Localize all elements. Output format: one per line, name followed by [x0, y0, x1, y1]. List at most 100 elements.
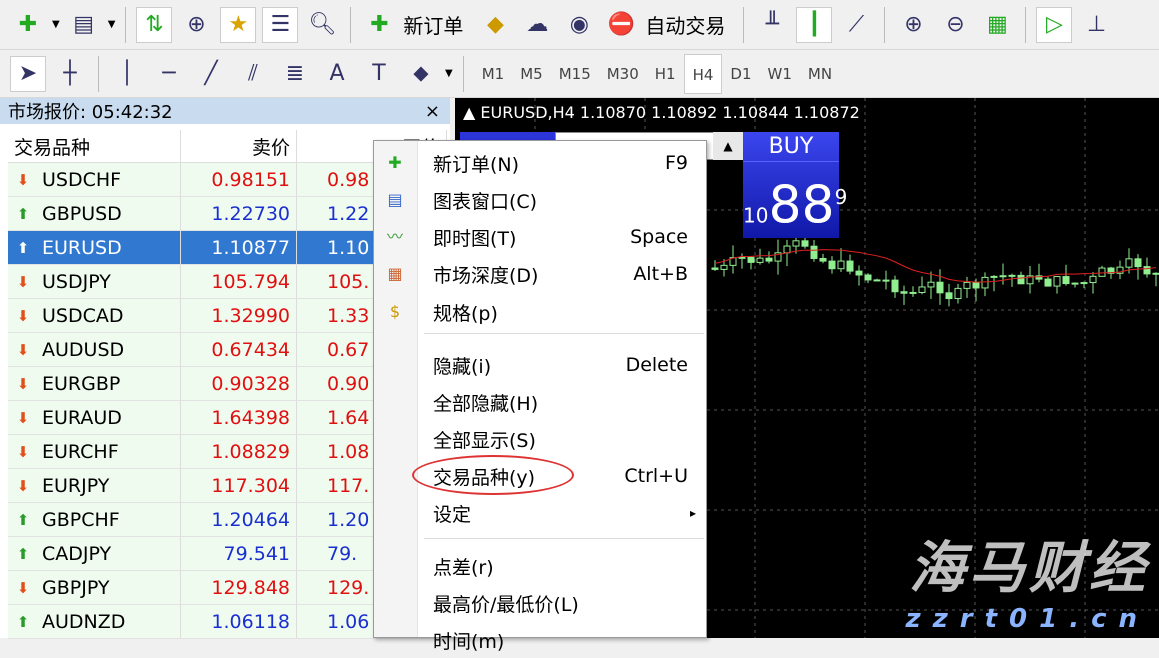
arrow-down-icon: ⬇ [16, 578, 30, 597]
candle [864, 274, 872, 281]
timeframe-m1[interactable]: M1 [481, 64, 505, 83]
lot-increase-button[interactable]: ▲ [713, 132, 743, 160]
navigator-icon[interactable]: ★ [220, 6, 257, 43]
candle [1008, 274, 1016, 277]
ask-price: 1.64 [327, 406, 370, 429]
symbol-name: GBPCHF [42, 508, 120, 531]
menu-item-shortcut: Ctrl+U [624, 465, 688, 487]
symbol-name: AUDUSD [42, 338, 125, 361]
menu-separator [424, 538, 704, 539]
menu-separator [424, 333, 704, 334]
menu-item[interactable]: 即时图(T) Space [418, 219, 706, 255]
strategy-tester-icon[interactable]: 🔍︎ [308, 12, 337, 37]
candlestick-icon[interactable]: ┃ [796, 6, 833, 43]
candle [1035, 275, 1043, 280]
menu-item[interactable]: 时间(m) [418, 622, 706, 658]
menu-item-shortcut: ▸ [689, 506, 696, 520]
menu-item-shortcut: F9 [664, 152, 688, 174]
timeframe-d1[interactable]: D1 [730, 64, 752, 83]
dropdown-icon[interactable]: ▼ [445, 68, 453, 79]
buy-label: BUY [743, 132, 839, 162]
menu-item[interactable]: 图表窗口(C) [418, 182, 706, 218]
text-icon[interactable]: A [329, 61, 345, 86]
ask-price: 105. [327, 270, 370, 293]
text-label-icon[interactable]: T [372, 61, 386, 86]
arrows-icon[interactable]: ⬥ [413, 61, 429, 86]
symbol-name: EURUSD [42, 236, 122, 259]
menu-item[interactable]: 点差(r) [418, 548, 706, 584]
data-window-icon[interactable]: ☰ [262, 6, 299, 43]
bid-price: 1.10877 [181, 231, 297, 264]
profiles-icon[interactable]: ▤ [73, 12, 95, 37]
close-icon[interactable]: × [424, 100, 440, 122]
menu-item-shortcut: Space [630, 226, 688, 248]
horizontal-line-icon[interactable]: ─ [162, 61, 176, 86]
bar-chart-icon[interactable]: ╨ [765, 12, 780, 37]
bid-price: 0.98151 [181, 163, 297, 196]
tile-windows-icon[interactable]: ▦ [987, 12, 1008, 37]
arrow-up-icon: ⬆ [16, 612, 30, 631]
menu-item-label: 全部显示(S) [433, 429, 536, 452]
menu-item[interactable]: 新订单(N) F9 [418, 145, 706, 181]
bid-price: 79.541 [181, 537, 297, 570]
market-watch-icon[interactable]: ⇅ [136, 6, 173, 43]
menu-item[interactable]: 规格(p) [418, 294, 706, 330]
arrow-down-icon: ⬇ [16, 306, 30, 325]
timeframe-m15[interactable]: M15 [558, 64, 591, 83]
crosshair-tool-icon[interactable]: ┼ [63, 61, 77, 86]
fibonacci-icon[interactable]: ≣ [285, 61, 305, 86]
candle [1152, 272, 1159, 275]
candle [855, 270, 863, 276]
candle [1062, 276, 1070, 285]
menu-item[interactable]: 最高价/最低价(L) [418, 585, 706, 621]
timeframe-h1[interactable]: H1 [654, 64, 676, 83]
timeframe-h4[interactable]: H4 [683, 53, 723, 94]
chart-title: ▲ EURUSD,H4 1.10870 1.10892 1.10844 1.10… [463, 103, 860, 122]
crosshair-icon[interactable]: ⊕ [187, 12, 206, 37]
zoom-out-icon[interactable]: ⊖ [946, 12, 965, 37]
ask-price: 0.67 [327, 338, 370, 361]
ask-price: 1.06 [327, 610, 370, 633]
menu-item[interactable]: 设定 ▸ [418, 495, 706, 531]
menu-item-label: 时间(m) [433, 630, 505, 653]
dropdown-icon[interactable]: ▼ [107, 19, 116, 30]
timeframe-w1[interactable]: W1 [767, 64, 792, 83]
dropdown-icon[interactable]: ▼ [52, 19, 60, 30]
line-chart-icon[interactable]: ⟋ [848, 12, 865, 37]
metaeditor-icon[interactable]: ◆ [486, 12, 504, 37]
auto-trading-icon[interactable]: ⛔ [607, 12, 636, 37]
candle [1044, 278, 1052, 287]
auto-trading-button[interactable]: 自动交易 [645, 14, 726, 38]
candle [792, 240, 800, 247]
bid-price: 105.794 [181, 265, 297, 298]
column-symbol[interactable]: 交易品种 [8, 130, 181, 162]
column-bid[interactable]: 卖价 [181, 130, 297, 162]
menu-item[interactable]: 市场深度(D) Alt+B [418, 256, 706, 292]
bid-price: 1.22730 [181, 197, 297, 230]
timeframe-m30[interactable]: M30 [606, 64, 639, 83]
new-order-button[interactable]: 新订单 [403, 14, 464, 38]
signals-icon[interactable]: ◉ [569, 12, 589, 37]
candle [1125, 258, 1133, 268]
candle [999, 275, 1007, 278]
timeframe-m5[interactable]: M5 [520, 64, 543, 83]
trendline-icon[interactable]: ╱ [204, 61, 218, 86]
bid-price: 129.848 [181, 571, 297, 604]
zoom-in-icon[interactable]: ⊕ [904, 12, 923, 37]
arrow-up-icon: ⬆ [16, 238, 30, 257]
vertical-line-icon[interactable]: │ [120, 61, 134, 86]
equidistant-channel-icon[interactable]: ⫽ [248, 61, 258, 86]
menu-item[interactable]: 隐藏(i) Delete [418, 347, 706, 383]
chart-shift-icon[interactable]: ⊥ [1086, 12, 1106, 37]
buy-button[interactable]: BUY 10889 [743, 132, 847, 238]
new-chart-icon[interactable]: ✚ [18, 12, 38, 37]
candle [1017, 274, 1025, 285]
timeframe-mn[interactable]: MN [807, 64, 833, 83]
new-order-icon[interactable]: ✚ [370, 12, 389, 37]
cursor-icon[interactable]: ➤ [10, 55, 46, 92]
cloud-icon[interactable]: ☁ [526, 12, 549, 37]
menu-item[interactable]: 全部隐藏(H) [418, 384, 706, 420]
arrow-down-icon: ⬇ [16, 374, 30, 393]
menu-item[interactable]: 全部显示(S) [418, 421, 706, 457]
auto-scroll-icon[interactable]: ▷ [1036, 6, 1073, 43]
